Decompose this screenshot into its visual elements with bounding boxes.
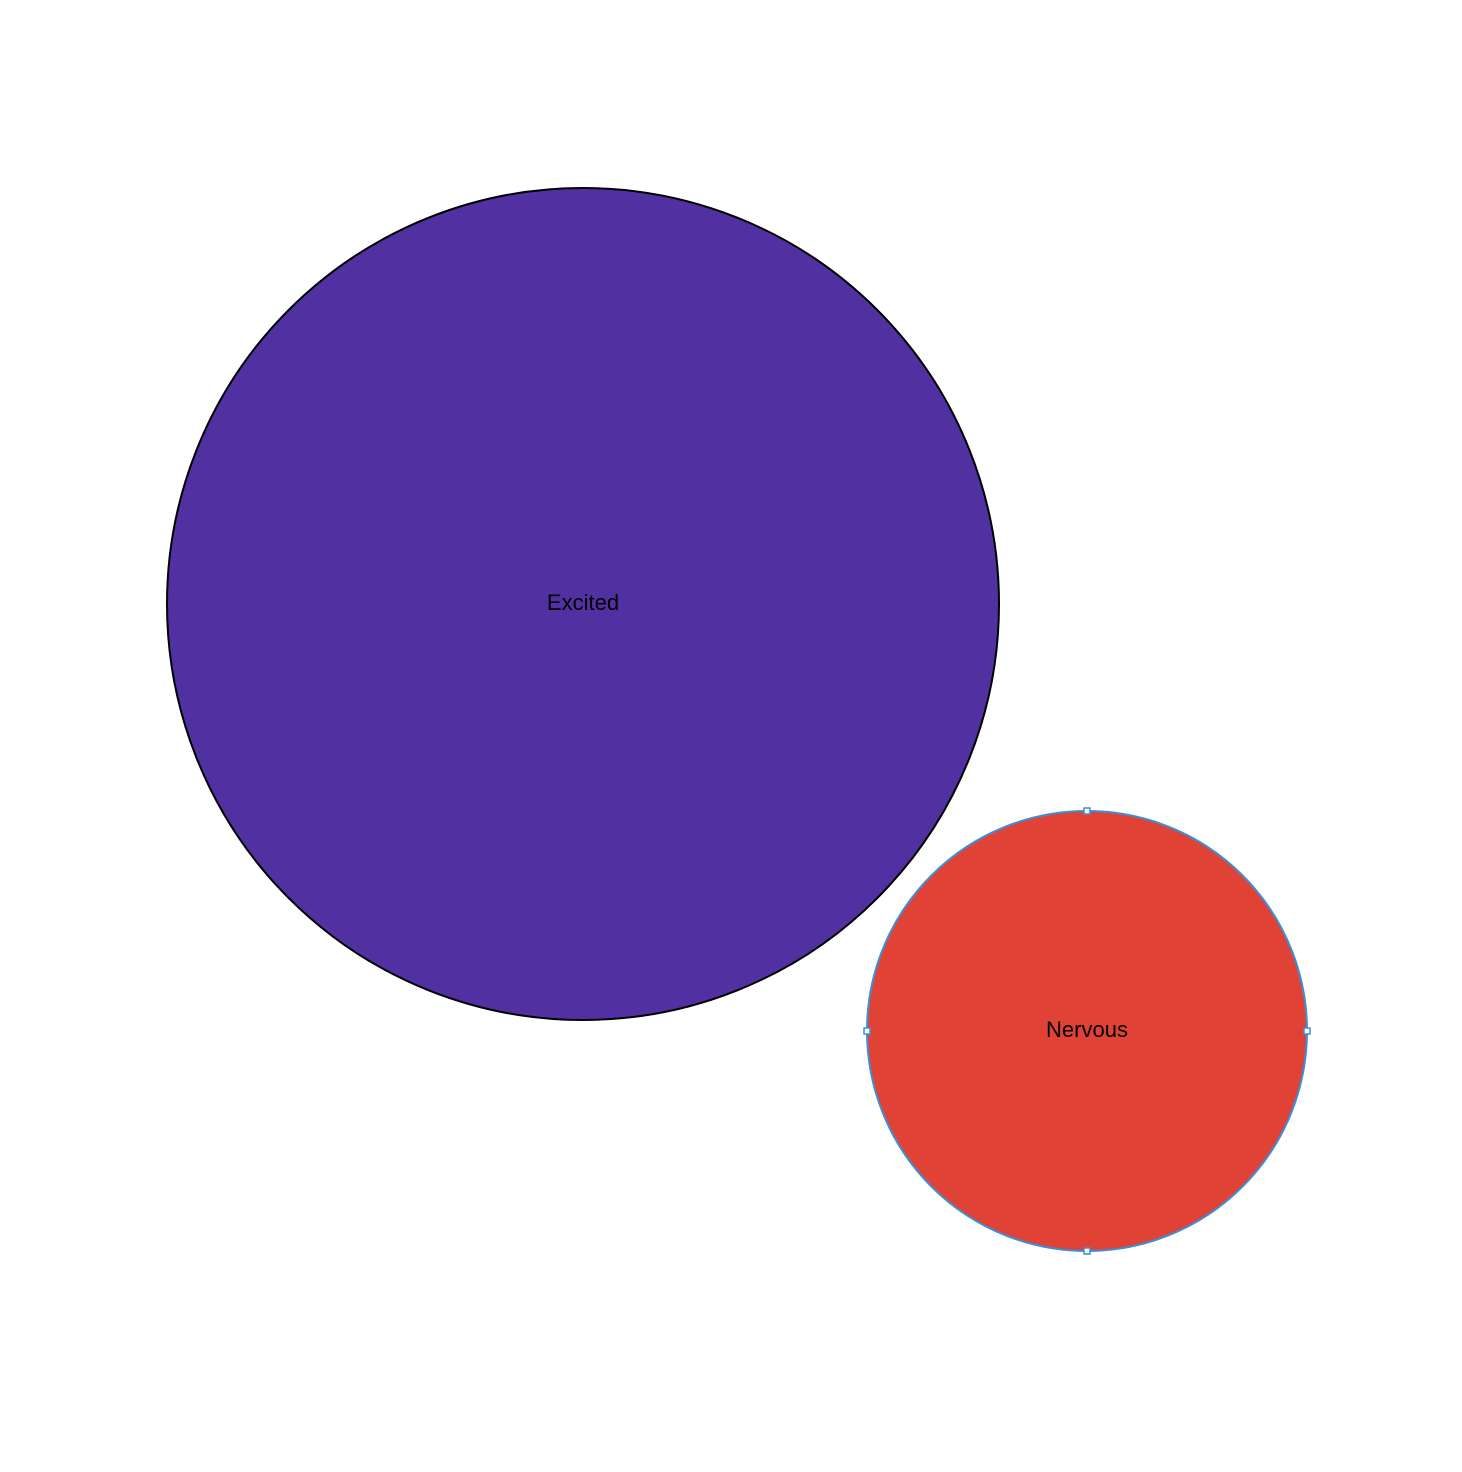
excited-circle-group[interactable]: Excited [166, 187, 1000, 1021]
nervous-circle-group[interactable]: Nervous [863, 807, 1311, 1255]
selection-handle-left[interactable] [863, 1027, 871, 1035]
selection-handle-top[interactable] [1083, 807, 1091, 815]
excited-label: Excited [547, 590, 619, 615]
selection-handle-right[interactable] [1303, 1027, 1311, 1035]
nervous-label: Nervous [1046, 1017, 1128, 1042]
selection-handle-bottom[interactable] [1083, 1247, 1091, 1255]
excited-circle[interactable] [166, 187, 1000, 1021]
